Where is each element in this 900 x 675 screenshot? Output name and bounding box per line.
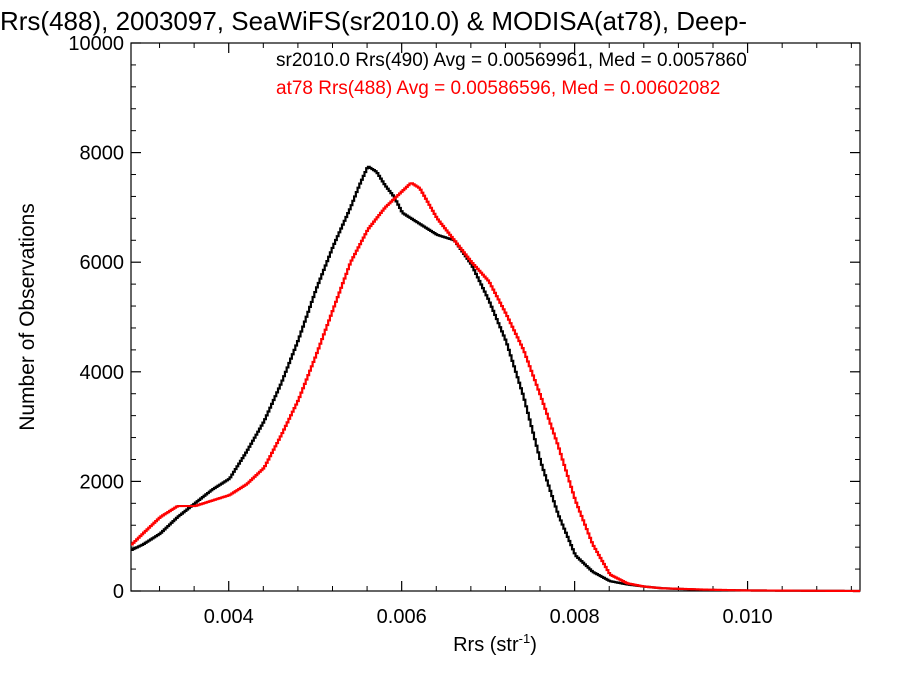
- x-tick-label: 0.004: [204, 606, 254, 628]
- y-tick-label: 6000: [80, 252, 125, 274]
- x-axis-label-superscript: -1: [519, 631, 531, 646]
- y-tick-label: 10000: [68, 33, 124, 55]
- x-tick-label: 0.008: [550, 606, 600, 628]
- x-axis-label-close: ): [530, 634, 537, 656]
- legend-entry-sr2010: sr2010.0 Rrs(490) Avg = 0.00569961, Med …: [276, 50, 747, 71]
- y-tick-label: 8000: [80, 143, 125, 165]
- x-tick-label: 0.010: [723, 606, 773, 628]
- chart-title: Rrs(488), 2003097, SeaWiFS(sr2010.0) & M…: [0, 6, 747, 36]
- y-axis-label: Number of Observations: [16, 203, 39, 431]
- x-tick-label: 0.006: [377, 606, 427, 628]
- x-axis-label-main: Rrs (str: [453, 634, 519, 656]
- x-axis: 0.004 0.006 0.008 0.010: [159, 43, 852, 628]
- series-line-at78: [131, 182, 861, 593]
- y-tick-label: 0: [113, 581, 124, 603]
- y-axis: 0 2000 4000 6000 8000 10000: [68, 33, 860, 603]
- x-axis-label: Rrs (str-1): [453, 631, 537, 656]
- y-tick-label: 2000: [80, 471, 125, 493]
- series-line-sr2010: [131, 165, 861, 593]
- y-tick-label: 4000: [80, 362, 125, 384]
- plot-frame: [130, 42, 861, 592]
- legend-entry-at78: at78 Rrs(488) Avg = 0.00586596, Med = 0.…: [276, 78, 720, 99]
